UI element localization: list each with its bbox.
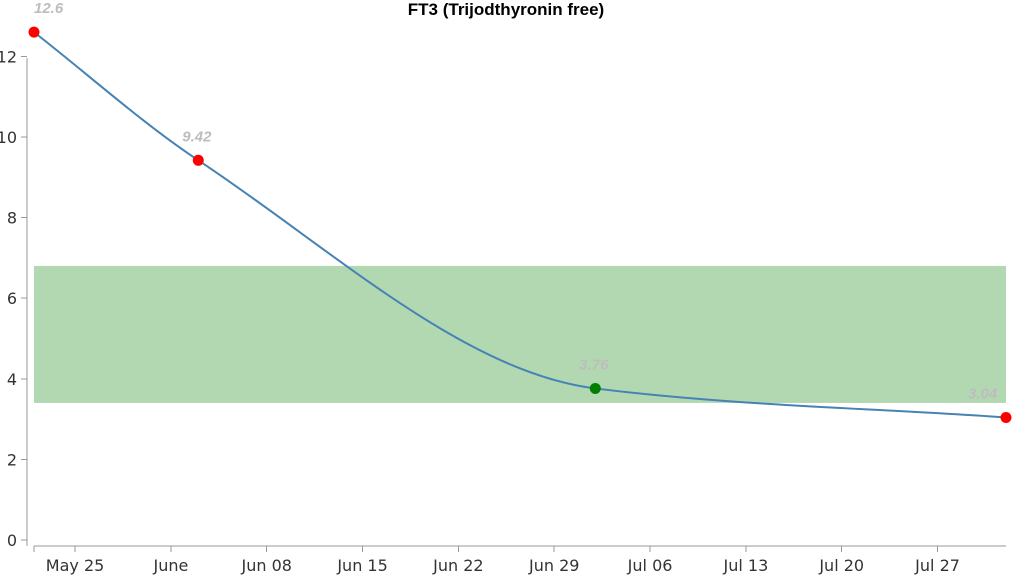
y-tick-label: 4 <box>7 370 17 389</box>
y-tick-label: 0 <box>7 531 17 550</box>
y-tick-label: 6 <box>7 289 17 308</box>
x-tick-label: Jul 06 <box>627 556 673 575</box>
data-label: 3.04 <box>968 385 998 402</box>
data-point[interactable] <box>28 26 40 38</box>
y-tick-label: 2 <box>7 450 17 469</box>
x-tick-label: Jun 08 <box>241 556 292 575</box>
data-label: 12.6 <box>34 0 64 17</box>
x-axis-ticks: May 25 June Jun 08 Jun 15 Jun 22 Jun 29 Jul 06… <box>33 546 960 575</box>
x-tick-label: Jun 29 <box>528 556 579 575</box>
x-tick-label: Jun 22 <box>432 556 483 575</box>
x-tick-label: Jul 13 <box>723 556 769 575</box>
reference-range-band <box>34 265 1006 403</box>
data-label: 3.76 <box>579 356 609 373</box>
data-point[interactable] <box>1000 411 1012 423</box>
data-point[interactable] <box>192 154 204 166</box>
chart-title: FT3 (Trijodthyronin free) <box>408 0 604 19</box>
x-tick-label: Jun 15 <box>336 556 387 575</box>
data-label: 9.42 <box>182 128 212 145</box>
data-points: 12.6 9.42 3.76 3.04 <box>28 0 1012 423</box>
x-tick-label: June <box>152 556 188 575</box>
y-tick-label: 12 <box>0 47 17 66</box>
y-tick-label: 10 <box>0 128 17 147</box>
series-line <box>33 31 1007 419</box>
x-tick-label: May 25 <box>46 556 105 575</box>
y-tick-label: 8 <box>7 209 17 228</box>
x-tick-label: Jul 20 <box>818 556 864 575</box>
y-axis-ticks: 0 2 4 6 8 10 12 <box>0 47 27 550</box>
data-point[interactable] <box>589 382 601 394</box>
x-tick-label: Jul 27 <box>914 556 960 575</box>
